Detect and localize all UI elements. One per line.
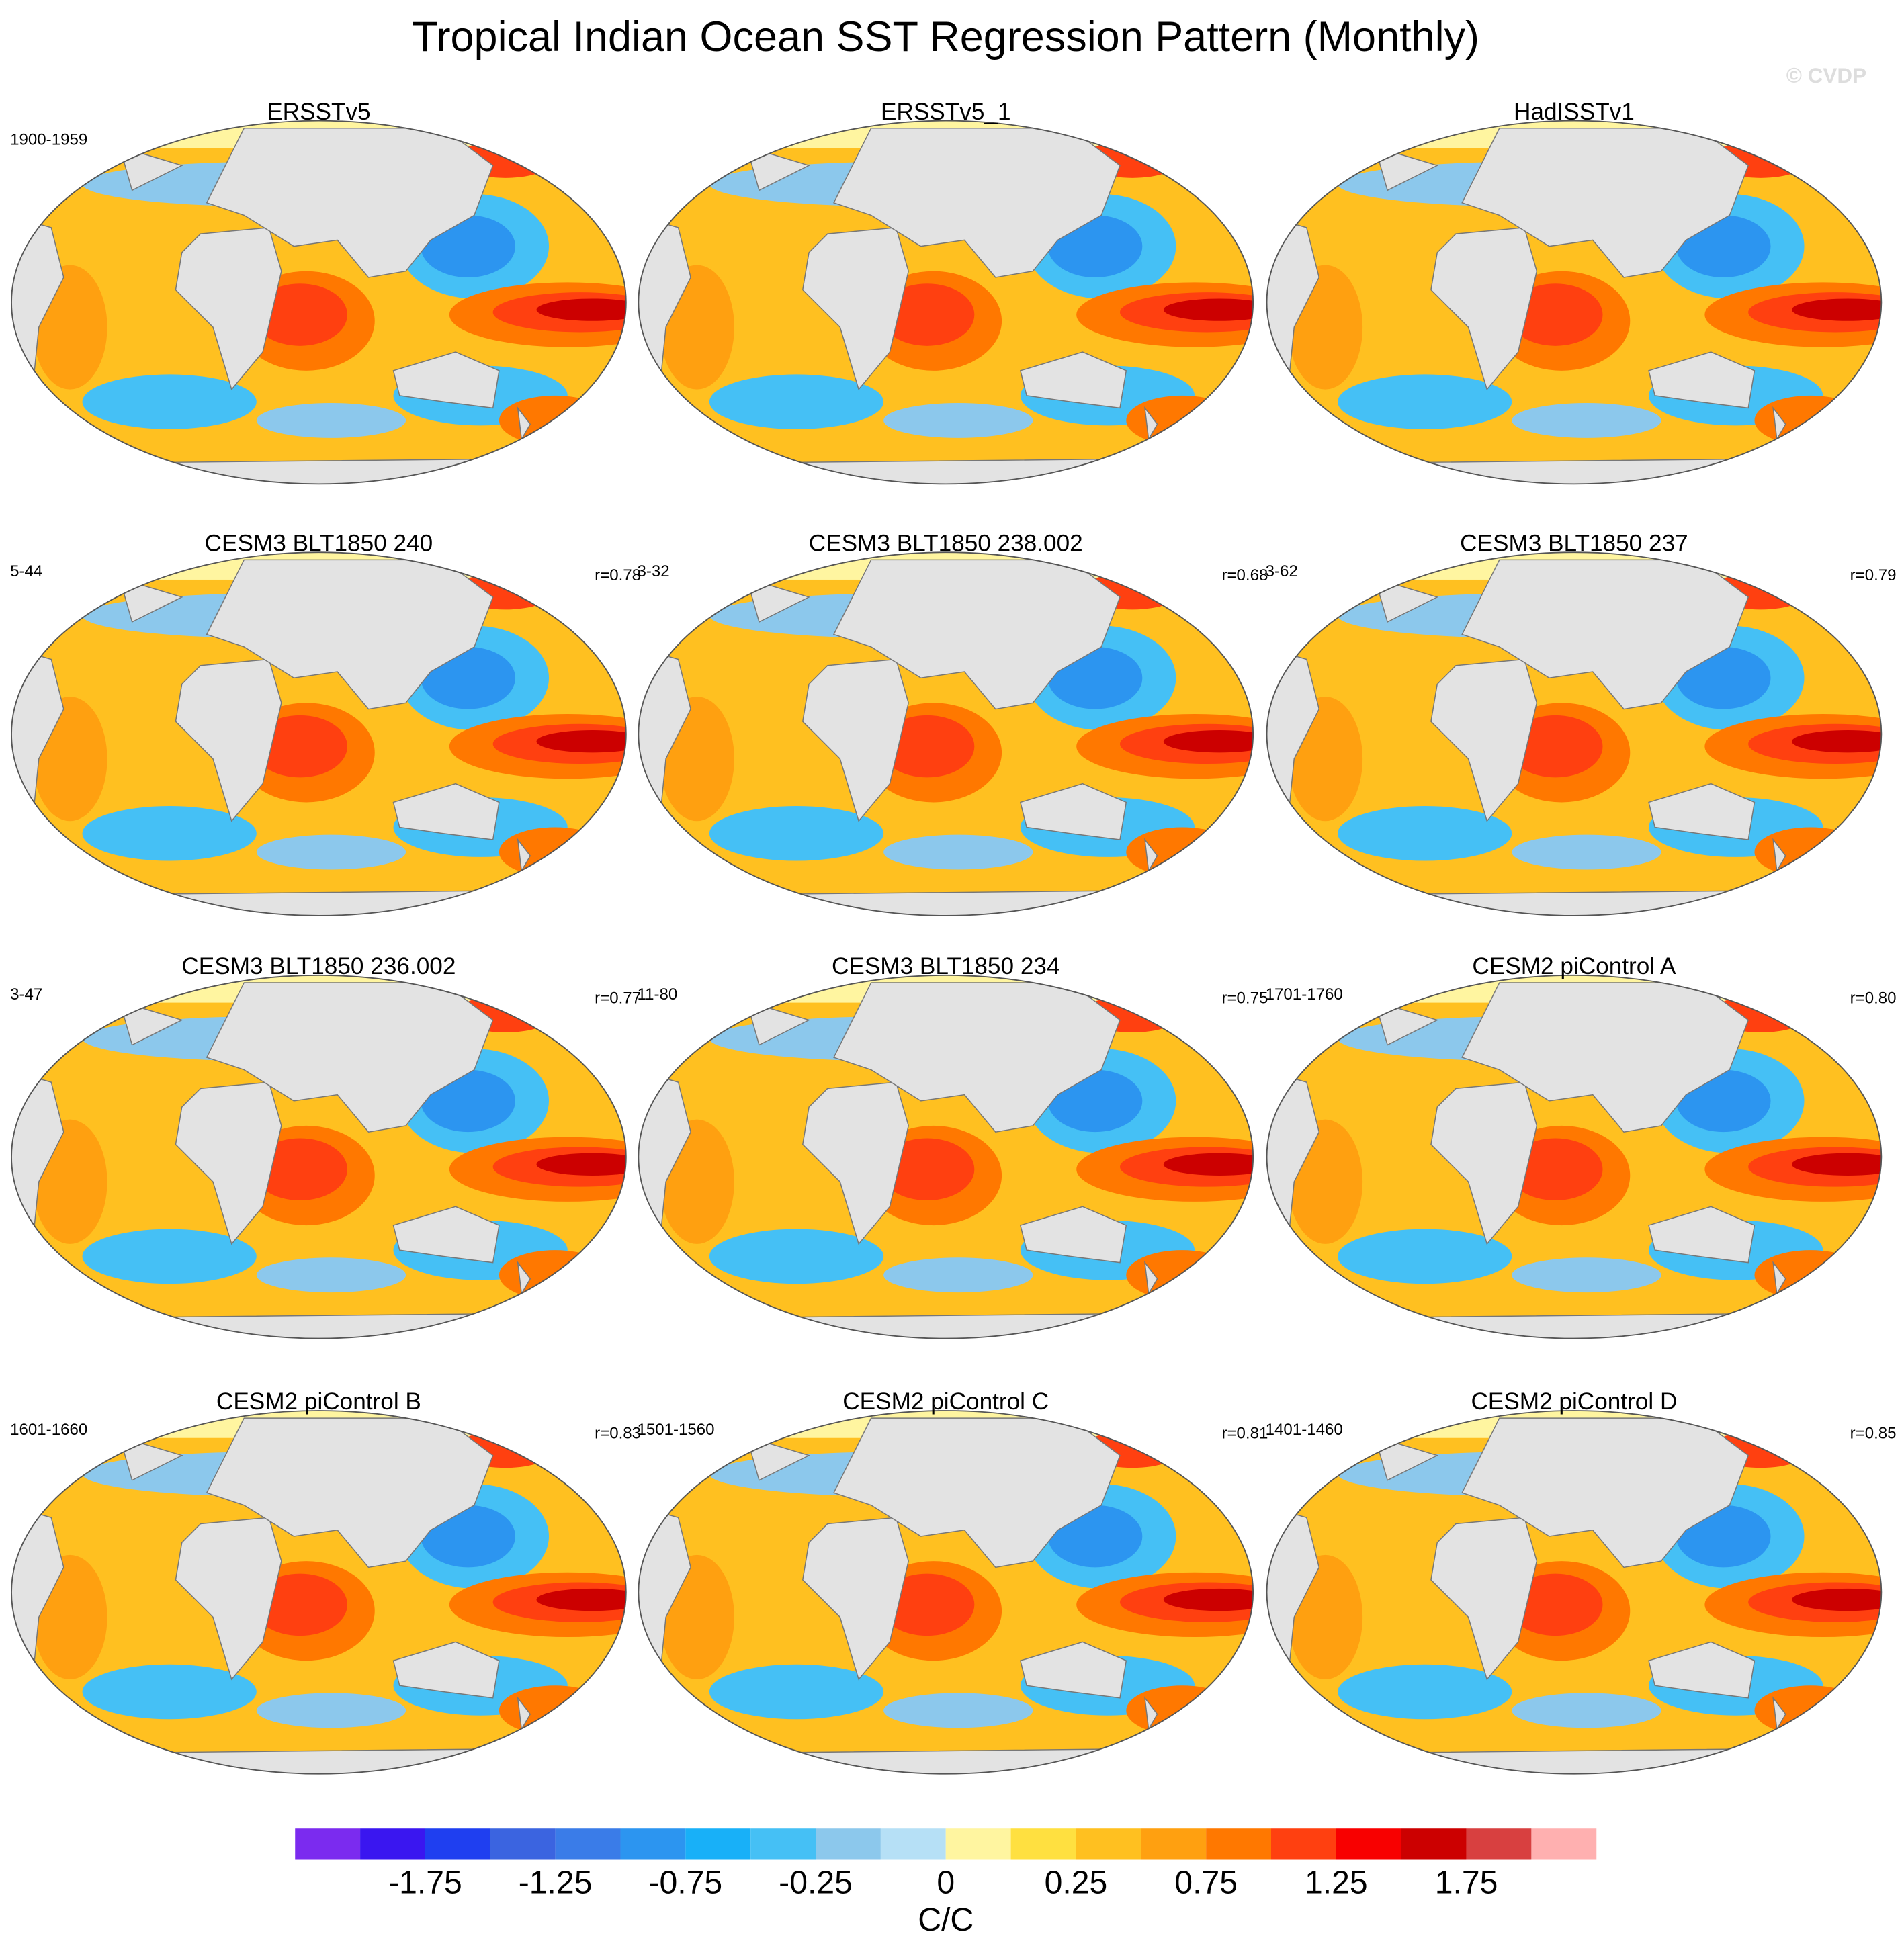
colorbar-tick-label: -0.25 [779,1864,853,1900]
panel-correlation: r=0.79 [1850,566,1897,584]
panel-correlation: r=0.81 [1221,1425,1268,1443]
colorbar-box [490,1828,556,1860]
map-panel [635,116,1313,489]
panel-title: CESM3 BLT1850 237 [1460,530,1688,556]
colorbar-tick-label: -1.75 [388,1864,462,1900]
map-panel [7,547,685,921]
panel-correlation: r=0.83 [595,1425,641,1443]
panel-correlation: r=0.75 [1221,989,1268,1007]
figure-title: Tropical Indian Ocean SST Regression Pat… [412,13,1479,60]
panel-period: 1900-1959 [10,131,87,149]
panel-period: 3-62 [1266,562,1298,580]
panel-title: ERSSTv5 [267,99,370,125]
colorbar-box [816,1828,881,1860]
panel-period: 1401-1460 [1266,1421,1343,1439]
colorbar-box [1010,1828,1076,1860]
colorbar-box [425,1828,490,1860]
panel-period: 5-44 [10,562,42,580]
colorbar-box [295,1828,361,1860]
colorbar-box [360,1828,425,1860]
colorbar-box [685,1828,751,1860]
panel-correlation: r=0.77 [595,989,641,1007]
panel-period: 3-32 [637,562,669,580]
colorbar-box [750,1828,816,1860]
map-panel [635,547,1313,921]
colorbar-box [1401,1828,1467,1860]
panel-period: 1601-1660 [10,1421,87,1439]
panel-period: 3-47 [10,985,42,1004]
colorbar-tick-label: 1.25 [1305,1864,1368,1900]
panel-title: ERSSTv5_1 [881,99,1011,125]
panel-title: CESM3 BLT1850 238.002 [809,530,1083,556]
panel-period: 11-80 [637,985,677,1004]
map-panel [635,970,1313,1343]
colorbar-tick-label: 1.75 [1435,1864,1498,1900]
colorbar-box [1336,1828,1401,1860]
panel-title: CESM3 BLT1850 236.002 [181,953,456,979]
panel-title: CESM3 BLT1850 234 [832,953,1060,979]
map-panel [1263,116,1904,489]
watermark: © CVDP [1786,64,1866,87]
panel-correlation: r=0.85 [1850,1425,1897,1443]
map-panel [7,1406,685,1779]
colorbar-box [1076,1828,1141,1860]
colorbar-label: C/C [918,1902,973,1938]
map-panel [635,1406,1313,1779]
colorbar-tick-label: -1.25 [519,1864,593,1900]
map-panel [7,970,685,1343]
colorbar-box [1531,1828,1597,1860]
panel-title: CESM2 piControl D [1471,1388,1677,1415]
panel-title: CESM3 BLT1850 240 [205,530,433,556]
map-panel [1263,1406,1904,1779]
colorbar-tick-label: 0.75 [1174,1864,1238,1900]
panel-title: CESM2 piControl C [842,1388,1049,1415]
colorbar-box [620,1828,686,1860]
map-panel [1263,970,1904,1343]
panel-period: 1501-1560 [637,1421,714,1439]
panel-title: CESM2 piControl A [1472,953,1676,979]
panel-correlation: r=0.78 [595,566,641,584]
colorbar-tick-label: 0 [937,1864,955,1900]
panel-title: HadISSTv1 [1514,99,1635,125]
panel-correlation: r=0.80 [1850,989,1897,1007]
colorbar-tick-label: 0.25 [1045,1864,1108,1900]
colorbar-box [1141,1828,1207,1860]
colorbar-box [1271,1828,1336,1860]
colorbar-box [945,1828,1011,1860]
panel-period: 1701-1760 [1266,985,1343,1004]
colorbar-box [1206,1828,1271,1860]
colorbar-box [880,1828,946,1860]
panel-title: CESM2 piControl B [216,1388,421,1415]
map-panel [1263,547,1904,921]
colorbar-tick-label: -0.75 [648,1864,722,1900]
map-panel [7,116,685,489]
colorbar-box [555,1828,621,1860]
panel-correlation: r=0.68 [1221,566,1268,584]
colorbar-box [1466,1828,1532,1860]
